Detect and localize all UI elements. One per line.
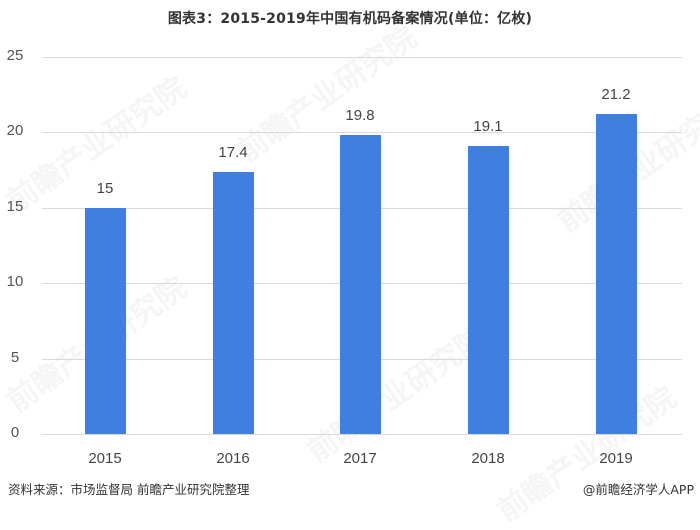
- gridline: [42, 57, 682, 58]
- x-tick-label: 2018: [471, 450, 505, 467]
- y-tick-label: 25: [6, 47, 24, 64]
- y-tick-label: 15: [6, 198, 24, 215]
- y-tick-label: 5: [10, 349, 20, 366]
- gridline: [42, 434, 682, 435]
- bar-2016: [213, 172, 254, 434]
- credit-note: @前瞻经济学人APP: [582, 482, 694, 497]
- source-note: 资料来源：市场监督局 前瞻产业研究院整理: [8, 482, 250, 497]
- y-tick-label: 0: [10, 424, 20, 441]
- value-label: 19.8: [345, 107, 375, 124]
- y-tick-label: 10: [6, 273, 24, 290]
- value-label: 21.2: [601, 86, 631, 103]
- x-tick-label: 2015: [88, 450, 122, 467]
- y-tick-label: 20: [6, 122, 24, 139]
- value-label: 15: [96, 180, 114, 197]
- bar-2017: [340, 135, 381, 434]
- bar-2018: [468, 146, 509, 434]
- x-tick-label: 2016: [216, 450, 250, 467]
- chart-title: 图表3：2015-2019年中国有机码备案情况(单位：亿枚): [167, 11, 533, 27]
- x-tick-label: 2019: [599, 450, 633, 467]
- bar-2019: [596, 114, 637, 434]
- x-tick-label: 2017: [343, 450, 377, 467]
- bar-chart: 前瞻产业研究院 前瞻产业研究院 前瞻产业研究院 前瞻产业研究院 前瞻产业研究院 …: [6, 47, 682, 470]
- gridline: [42, 132, 682, 133]
- watermark: 前瞻产业研究院: [300, 320, 494, 470]
- bar-2015: [85, 208, 126, 434]
- value-label: 19.1: [473, 118, 503, 135]
- value-label: 17.4: [218, 144, 248, 161]
